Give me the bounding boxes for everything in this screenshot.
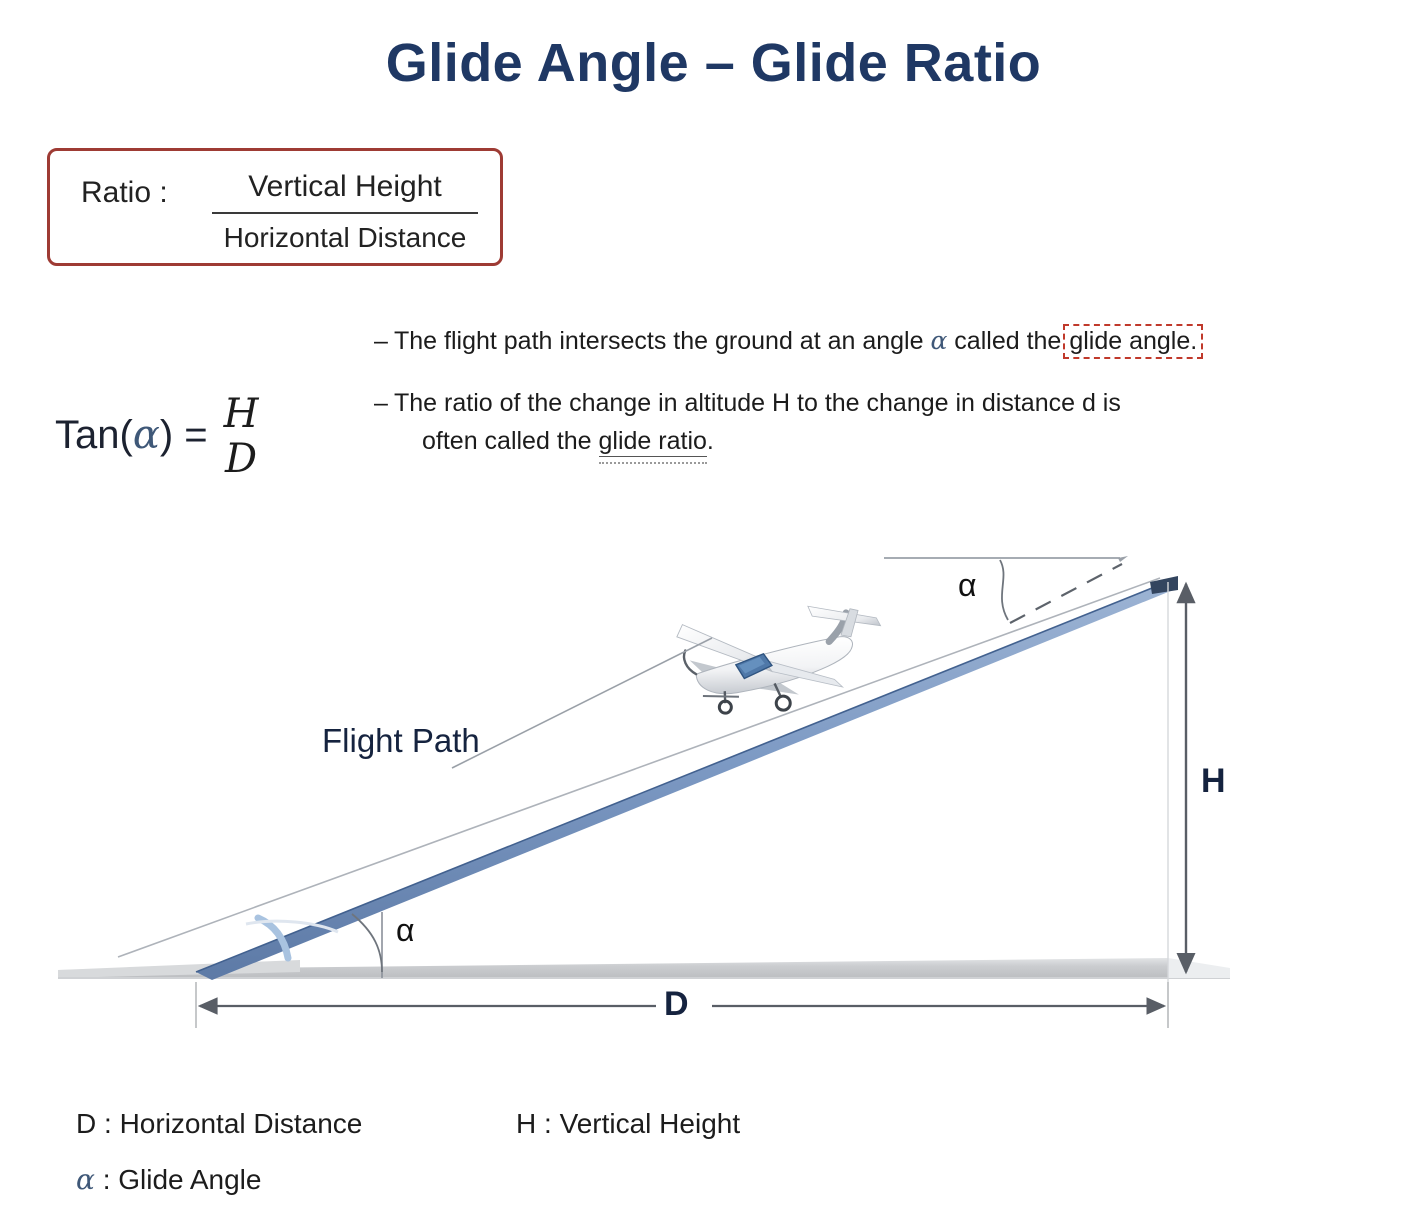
bullet-item-glide-ratio: – The ratio of the change in altitude H … xyxy=(374,384,1404,460)
legend-row: D : Horizontal Distance H : Vertical Hei… xyxy=(76,1096,740,1152)
bullet-item-glide-angle: – The flight path intersects the ground … xyxy=(374,322,1404,360)
ratio-label: Ratio : xyxy=(81,176,168,209)
bullet-2-line2: often called the glide ratio. xyxy=(394,422,1404,460)
bullet-list: – The flight path intersects the ground … xyxy=(374,322,1404,460)
tangent-numerator: H xyxy=(223,391,259,437)
bullet-2-line1: The ratio of the change in altitude H to… xyxy=(394,389,1121,417)
distance-label: D xyxy=(664,985,689,1023)
tan-suffix: ) = xyxy=(159,413,208,457)
bullet-text: The ratio of the change in altitude H to… xyxy=(394,384,1404,460)
dashed-flight-path-extension xyxy=(1009,563,1123,624)
bullet-dash-icon: – xyxy=(374,389,388,417)
tangent-denominator: D xyxy=(225,436,258,482)
legend-h-text: : Vertical Height xyxy=(544,1108,741,1139)
alpha-symbol: α xyxy=(76,1163,95,1196)
flight-path-construction-line xyxy=(117,577,1161,958)
glide-angle-diagram xyxy=(58,556,1230,1028)
tangent-formula-lhs: Tan(α) = xyxy=(55,412,208,458)
lower-alpha-label: α xyxy=(396,912,415,948)
upper-angle-construction xyxy=(884,556,1128,624)
flight-path-leader-line xyxy=(451,637,713,769)
lower-alpha-angle-marker xyxy=(351,912,383,978)
bullet-1-pre: The flight path intersects the ground at… xyxy=(394,327,931,355)
ramp-shadow-arc xyxy=(245,919,339,934)
ratio-numerator: Vertical Height xyxy=(248,170,442,203)
legend-h-symbol: H xyxy=(516,1108,537,1139)
legend-item-angle: α : Glide Angle xyxy=(76,1152,261,1208)
bullet-dash-icon: – xyxy=(374,327,388,355)
legend-item-height: H : Vertical Height xyxy=(516,1096,740,1152)
legend: D : Horizontal Distance H : Vertical Hei… xyxy=(76,1096,740,1208)
legend-d-symbol: D xyxy=(76,1108,97,1139)
ratio-fraction-rule xyxy=(212,212,478,214)
page-title: Glide Angle – Glide Ratio xyxy=(385,33,1042,93)
ratio-fraction: Vertical Height Horizontal Distance xyxy=(200,166,490,257)
alpha-symbol: α xyxy=(930,326,948,355)
underlined-term-glide-ratio: glide ratio xyxy=(598,427,707,457)
highlighted-term-glide-angle: glide angle. xyxy=(1063,324,1204,359)
bullet-2-line2-post: . xyxy=(706,427,714,455)
tan-prefix: Tan( xyxy=(55,413,133,457)
upper-alpha-arc xyxy=(999,559,1009,621)
ratio-denominator: Horizontal Distance xyxy=(223,222,467,253)
legend-row: α : Glide Angle xyxy=(76,1152,740,1208)
bullet-1-mid: called the xyxy=(947,327,1062,355)
height-dimension xyxy=(1167,581,1196,982)
legend-d-text: : Horizontal Distance xyxy=(104,1108,363,1139)
ratio-definition-box: Ratio : Vertical Height Horizontal Dista… xyxy=(47,148,503,266)
tangent-fraction: H D xyxy=(224,392,259,482)
bullet-2-line2-pre: often called the xyxy=(422,427,599,455)
bullet-text: The flight path intersects the ground at… xyxy=(394,322,1404,360)
tangent-formula: Tan(α) = H D xyxy=(55,390,259,482)
flight-path-label: Flight Path xyxy=(322,722,480,759)
upper-alpha-label: α xyxy=(958,567,977,603)
glider-aircraft xyxy=(676,605,882,715)
distance-dimension xyxy=(195,982,1169,1028)
alpha-symbol: α xyxy=(132,412,160,458)
ramp-arc-marker xyxy=(254,914,292,962)
legend-alpha-text: : Glide Angle xyxy=(102,1164,262,1195)
legend-item-distance: D : Horizontal Distance xyxy=(76,1096,516,1152)
height-label: H xyxy=(1201,762,1226,800)
flight-path-ramp xyxy=(195,576,1178,980)
